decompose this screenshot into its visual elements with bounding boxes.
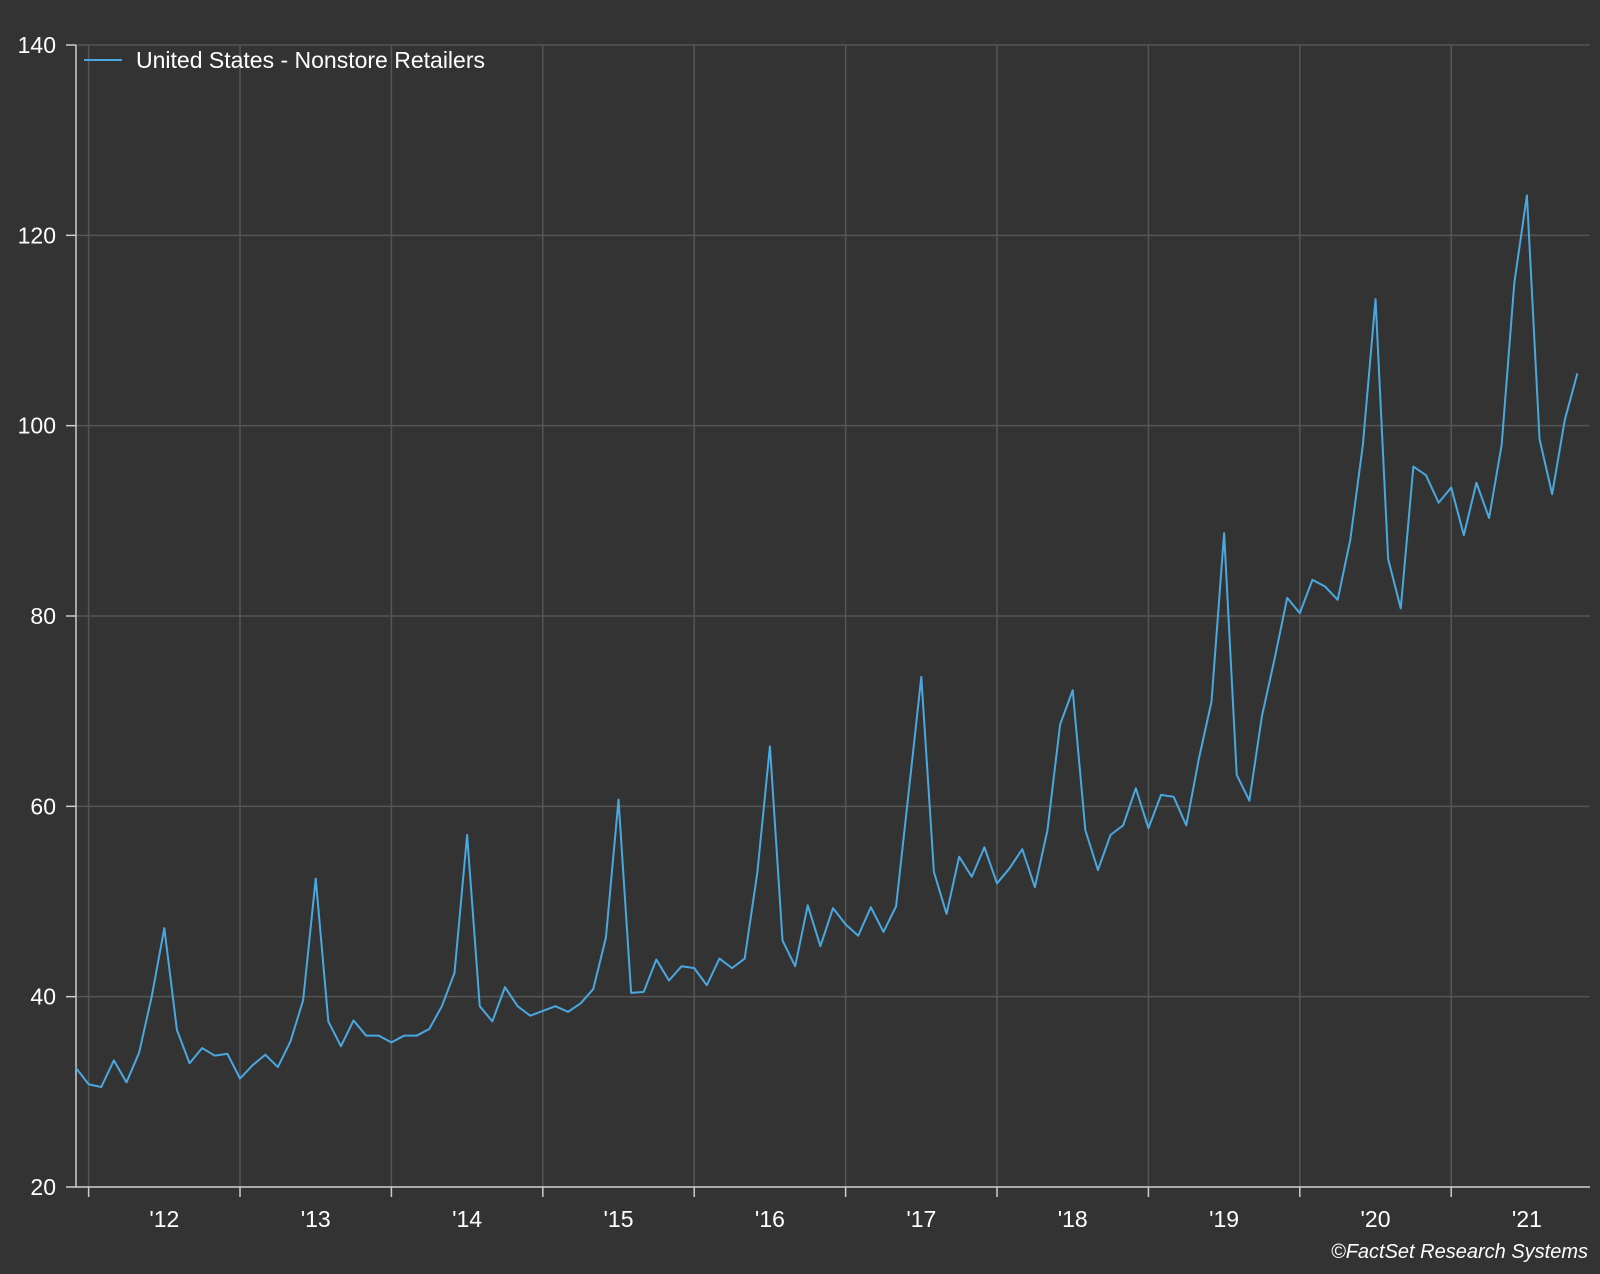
x-tick-label: '17: [906, 1206, 936, 1232]
y-tick-label: 60: [30, 793, 56, 819]
x-tick-label: '19: [1209, 1206, 1239, 1232]
y-tick-label: 120: [18, 222, 56, 248]
y-axis-ticks: 20 40 60 80 100 120 140: [18, 32, 76, 1200]
x-tick-label: '13: [301, 1206, 331, 1232]
y-tick-label: 40: [30, 984, 56, 1010]
y-tick-label: 100: [18, 413, 56, 439]
series-line: [75, 194, 1579, 1089]
x-tick-label: '14: [452, 1206, 482, 1232]
x-tick-label: '18: [1058, 1206, 1088, 1232]
grid-lines: [76, 44, 1590, 1188]
y-tick-label: 80: [30, 603, 56, 629]
source-credit: ©FactSet Research Systems: [1331, 1241, 1588, 1263]
y-tick-label: 20: [30, 1174, 56, 1200]
legend: United States - Nonstore Retailers: [84, 47, 485, 73]
legend-label: United States - Nonstore Retailers: [136, 47, 485, 73]
x-tick-label: '16: [755, 1206, 785, 1232]
series-layer: [75, 194, 1579, 1089]
x-tick-label: '12: [149, 1206, 179, 1232]
y-tick-label: 140: [18, 32, 56, 58]
x-tick-label: '20: [1361, 1206, 1391, 1232]
x-tick-label: '21: [1512, 1206, 1542, 1232]
x-tick-label: '15: [604, 1206, 634, 1232]
x-axis-ticks: '12 '13 '14 '15 '16 '17 '18 '19 '20 '21: [87, 1187, 1542, 1232]
